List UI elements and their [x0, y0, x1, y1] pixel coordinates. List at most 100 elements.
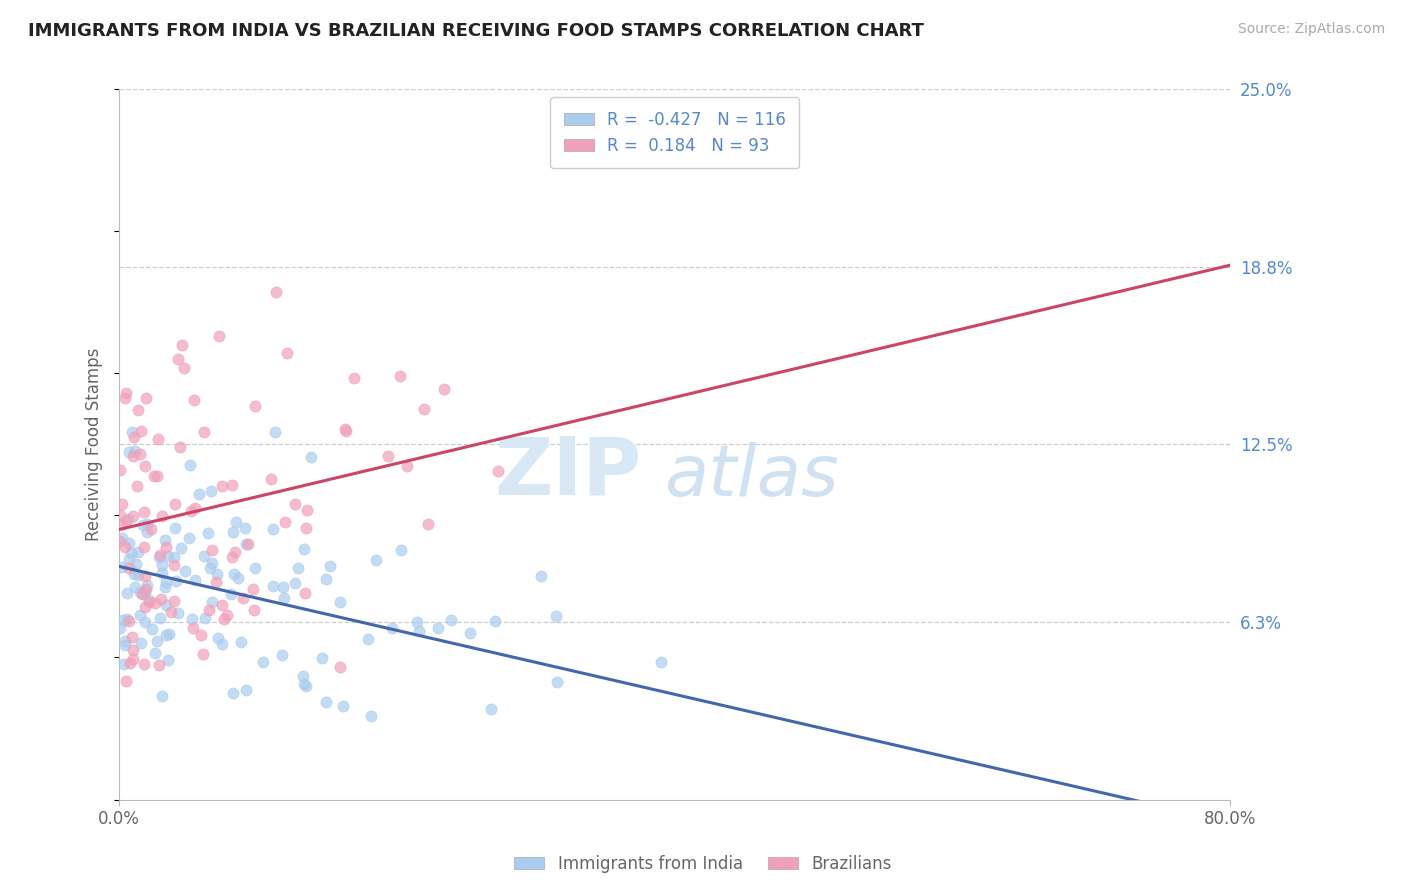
Point: [111, 497, 134, 511]
Point: [211, 598, 233, 612]
Point: [197, 526, 219, 541]
Point: [181, 621, 204, 635]
Point: [343, 371, 366, 385]
Point: [412, 402, 434, 417]
Point: [329, 660, 352, 674]
Point: [292, 676, 315, 690]
Point: [294, 679, 316, 693]
Point: [180, 611, 202, 625]
Point: [381, 622, 404, 636]
Point: [141, 522, 163, 536]
Point: [271, 580, 294, 594]
Point: [183, 392, 205, 407]
Point: [271, 648, 294, 663]
Point: [226, 570, 249, 584]
Point: [131, 424, 153, 438]
Point: [211, 479, 233, 493]
Point: [238, 537, 260, 551]
Point: [122, 652, 145, 666]
Point: [148, 657, 170, 672]
Point: [115, 514, 138, 528]
Point: [170, 337, 193, 351]
Point: [201, 556, 224, 570]
Text: atlas: atlas: [664, 442, 838, 511]
Point: [121, 425, 143, 440]
Point: [159, 626, 181, 640]
Point: [149, 548, 172, 562]
Point: [111, 517, 134, 532]
Point: [188, 487, 211, 501]
Point: [396, 458, 419, 473]
Point: [149, 611, 172, 625]
Point: [112, 657, 135, 672]
Point: [128, 447, 150, 461]
Point: [311, 650, 333, 665]
Point: [262, 578, 284, 592]
Point: [252, 655, 274, 669]
Point: [150, 558, 173, 573]
Point: [273, 591, 295, 606]
Point: [129, 584, 152, 599]
Point: [124, 557, 146, 571]
Point: [232, 591, 254, 605]
Point: [200, 483, 222, 498]
Point: [301, 450, 323, 464]
Point: [150, 509, 173, 524]
Point: [184, 501, 207, 516]
Point: [155, 574, 177, 589]
Point: [132, 505, 155, 519]
Point: [122, 450, 145, 464]
Point: [174, 564, 197, 578]
Point: [208, 329, 231, 343]
Point: [264, 285, 287, 300]
Point: [377, 449, 399, 463]
Point: [117, 512, 139, 526]
Point: [136, 524, 159, 539]
Point: [273, 515, 295, 529]
Point: [225, 515, 247, 529]
Point: [143, 469, 166, 483]
Point: [167, 606, 190, 620]
Point: [135, 516, 157, 531]
Point: [221, 587, 243, 601]
Point: [148, 549, 170, 564]
Point: [138, 592, 160, 607]
Point: [215, 607, 238, 622]
Point: [224, 545, 246, 559]
Point: [121, 509, 143, 524]
Point: [134, 568, 156, 582]
Point: [167, 351, 190, 366]
Point: [276, 346, 298, 360]
Point: [198, 602, 221, 616]
Point: [222, 686, 245, 700]
Point: [152, 690, 174, 704]
Point: [201, 595, 224, 609]
Point: [118, 445, 141, 459]
Point: [284, 497, 307, 511]
Point: [155, 628, 177, 642]
Point: [479, 702, 502, 716]
Point: [287, 561, 309, 575]
Point: [134, 615, 156, 630]
Point: [198, 561, 221, 575]
Point: [131, 517, 153, 532]
Point: [205, 567, 228, 582]
Point: [243, 399, 266, 413]
Point: [146, 468, 169, 483]
Y-axis label: Receiving Food Stamps: Receiving Food Stamps: [86, 348, 103, 541]
Point: [650, 655, 672, 669]
Point: [134, 458, 156, 473]
Point: [157, 653, 180, 667]
Point: [122, 567, 145, 582]
Point: [134, 585, 156, 599]
Point: [335, 424, 357, 438]
Point: [243, 603, 266, 617]
Point: [319, 558, 342, 573]
Point: [389, 542, 412, 557]
Point: [132, 540, 155, 554]
Point: [132, 657, 155, 671]
Point: [173, 360, 195, 375]
Point: [243, 561, 266, 575]
Point: [264, 425, 287, 440]
Point: [426, 621, 449, 635]
